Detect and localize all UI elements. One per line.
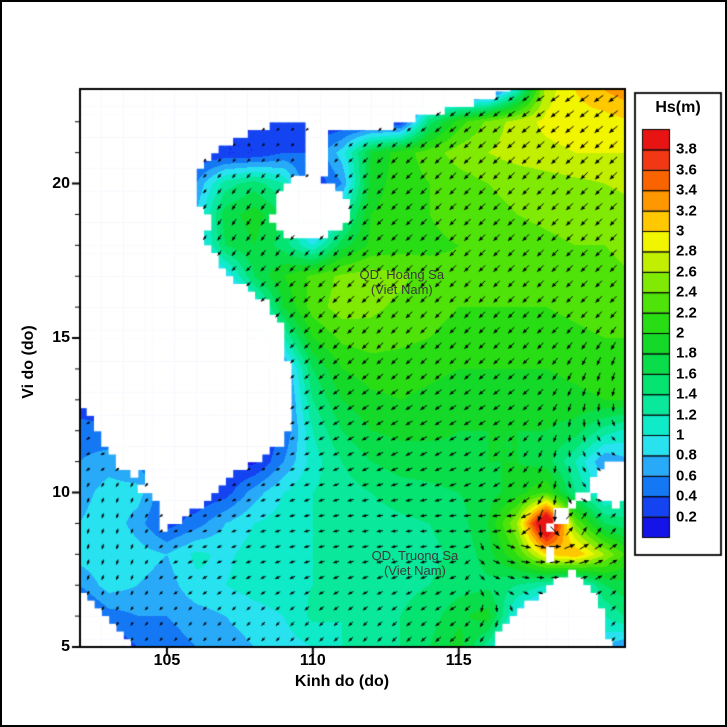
x-tick-label: 115 bbox=[445, 652, 472, 669]
colorbar-tick-label: 0.6 bbox=[676, 467, 697, 485]
y-tick-label: 5 bbox=[61, 638, 70, 655]
island-label-hoang-sa: QD. Hoang Sa (Viet Nam) bbox=[360, 267, 445, 297]
colorbar-tick-label: 3 bbox=[676, 222, 685, 240]
y-tick-label: 10 bbox=[52, 483, 70, 501]
colorbar-tick-label: 2.2 bbox=[676, 304, 697, 322]
colorbar-tick-label: 0.8 bbox=[676, 446, 697, 464]
colorbar-tick-label: 3.6 bbox=[676, 161, 697, 179]
colorbar-tick-label: 0.2 bbox=[676, 508, 697, 526]
colorbar-tick-label: 1.8 bbox=[676, 344, 697, 362]
y-axis-title: Vi do (do) bbox=[20, 325, 37, 399]
island-label-line1: QD. Hoang Sa bbox=[359, 266, 445, 282]
colorbar-title: Hs(m) bbox=[655, 99, 701, 116]
colorbar-tick-label: 3.4 bbox=[676, 181, 697, 199]
colorbar-tick-label: 1.4 bbox=[676, 385, 697, 403]
colorbar-tick-label: 2.6 bbox=[676, 263, 697, 281]
colorbar-tick-label: 3.2 bbox=[676, 202, 697, 220]
island-label-line1: QD. Truong Sa bbox=[371, 547, 459, 563]
island-label-line2: (Viet Nam) bbox=[370, 281, 433, 297]
colorbar-tick-label: 2.8 bbox=[676, 242, 697, 260]
colorbar-tick-label: 2.4 bbox=[676, 283, 697, 301]
colorbar-tick-label: 3.8 bbox=[676, 140, 697, 158]
x-tick-label: 105 bbox=[153, 652, 181, 669]
y-tick-label: 15 bbox=[52, 329, 70, 347]
colorbar-tick-label: 2 bbox=[676, 324, 685, 342]
colorbar-tick-label: 1.2 bbox=[676, 406, 697, 424]
y-tick-label: 20 bbox=[52, 174, 70, 192]
colorbar-tick-label: 1 bbox=[676, 426, 685, 444]
colorbar-tick-label: 1.6 bbox=[676, 365, 697, 383]
island-label-truong-sa: QD. Truong Sa (Viet Nam) bbox=[372, 548, 459, 578]
x-tick-label: 110 bbox=[299, 652, 326, 669]
island-label-line2: (Viet Nam) bbox=[383, 562, 446, 578]
x-axis-title: Kinh do (do) bbox=[294, 673, 390, 690]
colorbar-tick-label: 0.4 bbox=[676, 487, 697, 505]
